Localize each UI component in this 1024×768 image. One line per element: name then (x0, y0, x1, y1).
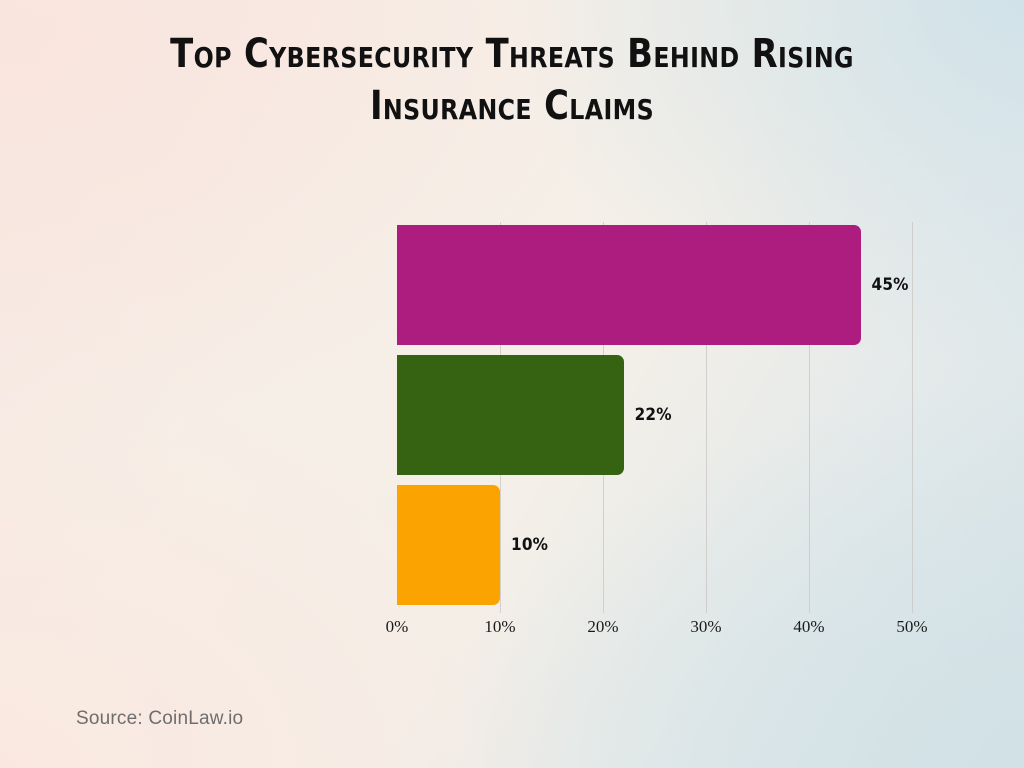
chart-title: Top Cybersecurity Threats Behind Rising … (89, 28, 935, 132)
x-tick-label: 40% (793, 617, 825, 636)
chart-title-line-1: Top Cybersecurity Threats Behind Rising (170, 31, 854, 77)
gridline (809, 222, 810, 613)
bar-1[interactable] (397, 355, 624, 475)
plot-area: 45% 22% 10% (397, 222, 913, 613)
bar-value-label: 10% (511, 535, 549, 555)
x-tick-label: 30% (690, 617, 722, 636)
gridline (912, 222, 913, 613)
x-tick-label: 50% (896, 617, 928, 636)
chart-title-line-2: Insurance Claims (369, 83, 655, 129)
gridline (706, 222, 707, 613)
x-tick-label: 10% (484, 617, 516, 636)
x-tick-label: 20% (587, 617, 619, 636)
source-note: Source: CoinLaw.io (76, 708, 244, 729)
bar-series: 45% 22% 10% (397, 225, 912, 613)
bar-value-label: 22% (634, 405, 672, 425)
bar-value-label: 45% (871, 275, 909, 295)
bar-2[interactable] (397, 485, 500, 605)
x-tick-label: 0% (385, 617, 409, 636)
bar-0[interactable] (397, 225, 861, 345)
